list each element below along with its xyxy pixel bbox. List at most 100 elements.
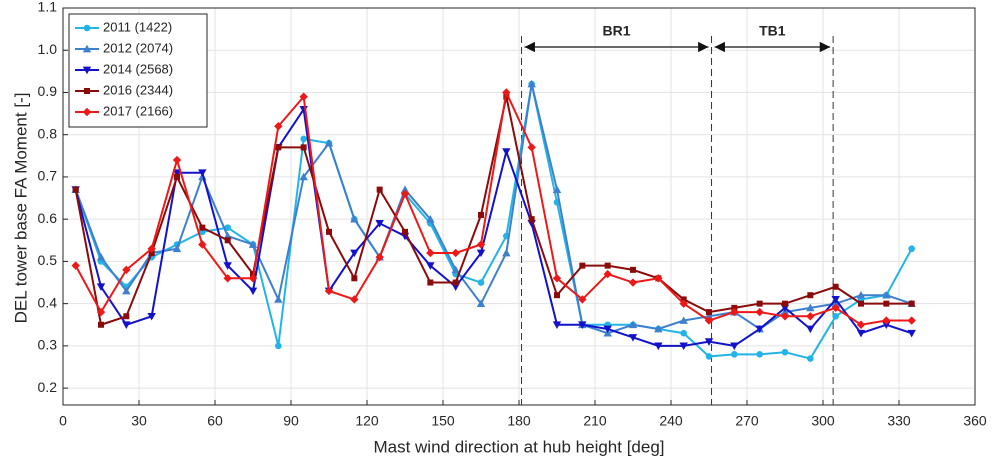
data-point	[148, 249, 155, 256]
data-point	[224, 224, 231, 231]
data-point	[122, 321, 131, 329]
data-point	[199, 224, 206, 231]
x-tick-label: 30	[131, 413, 147, 429]
data-point	[527, 143, 536, 152]
data-point	[654, 342, 663, 351]
data-point	[452, 279, 459, 286]
data-point	[755, 325, 764, 334]
x-tick-label: 90	[283, 413, 299, 429]
data-point	[680, 329, 687, 337]
data-point	[326, 228, 332, 235]
data-point	[731, 351, 738, 358]
data-point	[756, 351, 763, 358]
data-point	[274, 295, 283, 303]
y-tick-label: 0.2	[38, 379, 58, 395]
data-point	[604, 262, 611, 269]
x-tick-label: 360	[963, 413, 987, 429]
legend-marker	[84, 88, 90, 94]
data-point	[172, 155, 182, 165]
data-point	[324, 138, 334, 147]
data-point	[780, 312, 790, 321]
legend-marker	[83, 24, 91, 32]
data-point	[275, 144, 282, 151]
x-tick-label: 210	[583, 413, 607, 429]
data-point	[908, 300, 915, 307]
x-tick-label: 150	[431, 413, 455, 429]
data-point	[223, 262, 232, 270]
data-point	[96, 283, 106, 291]
y-tick-label: 0.3	[38, 337, 58, 353]
data-point	[756, 300, 763, 307]
y-tick-label: 1.0	[38, 41, 58, 57]
data-point	[730, 307, 739, 317]
data-point	[907, 329, 916, 338]
x-tick-label: 300	[811, 413, 835, 429]
data-point	[628, 278, 638, 287]
data-point	[679, 299, 688, 308]
data-point	[223, 274, 232, 283]
data-point	[351, 275, 358, 282]
plot-frame	[62, 7, 976, 406]
data-point	[883, 300, 890, 307]
data-point	[527, 79, 536, 88]
data-point	[96, 252, 106, 261]
series-line	[74, 83, 912, 335]
data-point	[528, 216, 535, 223]
data-point	[172, 244, 182, 253]
data-point	[705, 353, 713, 360]
data-point	[426, 262, 435, 270]
data-point	[579, 262, 586, 269]
data-point	[603, 325, 612, 334]
data-point	[350, 295, 359, 304]
data-point	[300, 135, 307, 143]
data-point	[755, 307, 764, 317]
legend-marker	[82, 107, 92, 117]
data-point	[502, 88, 511, 97]
series-line	[74, 83, 913, 360]
data-point	[476, 249, 486, 258]
data-point	[198, 240, 207, 249]
legend-marker	[82, 44, 92, 53]
data-point	[731, 304, 738, 311]
data-point	[71, 261, 80, 270]
data-point	[476, 240, 486, 249]
data-point	[856, 320, 866, 329]
y-tick-label: 0.6	[38, 210, 58, 226]
data-point	[299, 92, 308, 101]
data-point	[679, 342, 688, 351]
legend-label: 2016 (2344)	[103, 82, 173, 97]
data-point	[350, 214, 359, 223]
data-point	[630, 266, 636, 273]
data-point	[478, 211, 484, 218]
data-point	[831, 303, 840, 313]
data-point	[248, 274, 258, 283]
x-tick-label: 120	[355, 413, 379, 429]
data-point	[451, 248, 460, 258]
data-point	[806, 312, 815, 321]
legend-label: 2017 (2166)	[103, 103, 173, 118]
data-point	[908, 245, 915, 253]
data-point	[654, 274, 663, 283]
data-point	[123, 313, 130, 320]
data-point	[882, 316, 891, 325]
data-point	[882, 321, 891, 329]
data-point	[806, 325, 815, 334]
x-tick-label: 180	[507, 413, 531, 429]
data-point	[628, 334, 638, 342]
series-line	[74, 96, 912, 327]
data-point	[831, 296, 840, 304]
data-point	[147, 244, 156, 253]
data-point	[858, 300, 864, 307]
data-point	[451, 265, 460, 274]
x-tick-label: 330	[887, 413, 911, 429]
data-point	[603, 269, 612, 279]
data-point	[400, 185, 410, 193]
data-point	[502, 148, 511, 156]
legend-marker	[82, 66, 92, 75]
data-point	[730, 342, 739, 351]
data-point	[781, 348, 789, 356]
y-tick-label: 1.1	[38, 0, 58, 15]
data-point	[882, 290, 891, 299]
data-point	[578, 321, 587, 329]
